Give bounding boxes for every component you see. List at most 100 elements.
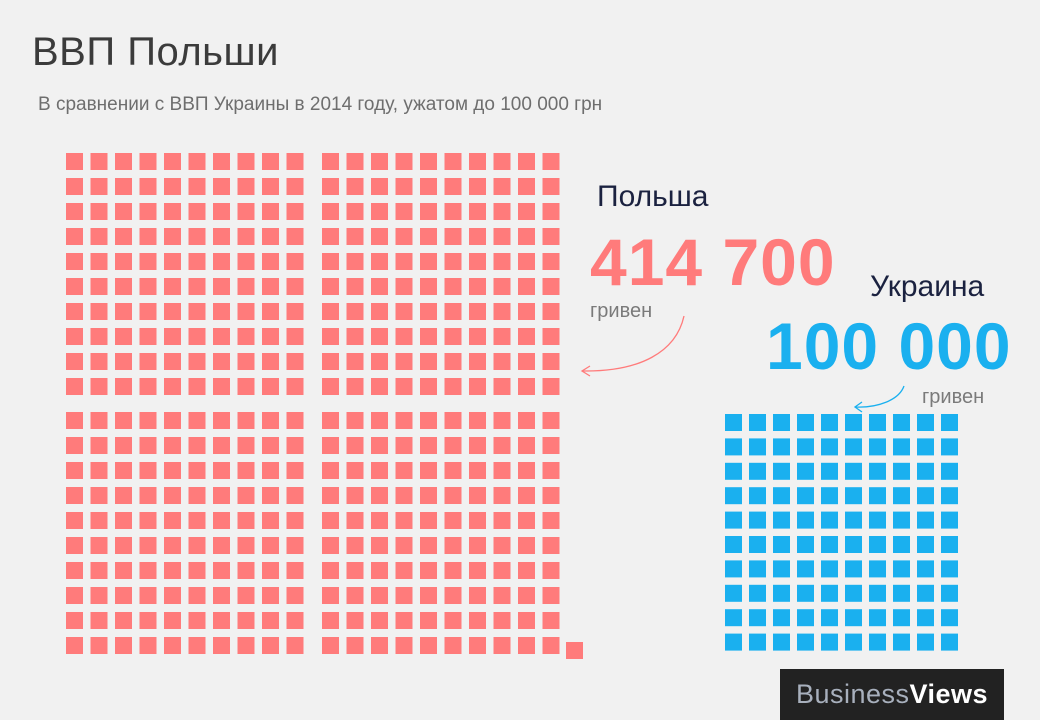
logo-views: Views xyxy=(909,679,989,709)
poland-square xyxy=(542,253,560,270)
ukraine-square xyxy=(917,438,934,456)
poland-square xyxy=(371,153,388,170)
ukraine-square xyxy=(797,487,814,505)
poland-square xyxy=(213,412,230,429)
poland-square xyxy=(444,228,462,245)
poland-square xyxy=(262,612,279,629)
poland-square xyxy=(493,462,511,479)
poland-square xyxy=(469,253,486,270)
poland-square xyxy=(213,537,230,554)
businessviews-logo: Business Views xyxy=(780,669,1004,720)
poland-square xyxy=(346,587,364,604)
ukraine-square xyxy=(941,560,958,578)
poland-square xyxy=(66,303,83,320)
ukraine-square xyxy=(941,536,958,553)
poland-square xyxy=(213,303,230,320)
poland-square xyxy=(237,512,255,529)
poland-square xyxy=(139,612,157,629)
poland-square xyxy=(322,253,339,270)
poland-square xyxy=(115,178,132,195)
poland-square xyxy=(346,512,364,529)
poland-square xyxy=(346,203,364,220)
poland-square xyxy=(237,378,255,395)
poland-square xyxy=(493,328,511,345)
poland-square xyxy=(444,178,462,195)
poland-square xyxy=(115,303,132,320)
poland-square xyxy=(420,537,437,554)
ukraine-square xyxy=(893,487,910,505)
ukraine-square xyxy=(917,560,934,578)
poland-square xyxy=(518,378,535,395)
ukraine-square xyxy=(821,536,838,553)
poland-square xyxy=(420,278,437,295)
ukraine-square xyxy=(797,511,814,529)
poland-square xyxy=(518,637,535,654)
ukraine-square xyxy=(845,633,862,651)
poland-square xyxy=(493,612,511,629)
poland-square xyxy=(322,637,339,654)
poland-square xyxy=(66,228,83,245)
poland-square xyxy=(493,512,511,529)
poland-square xyxy=(286,462,304,479)
poland-square xyxy=(469,353,486,370)
poland-square xyxy=(115,203,132,220)
poland-square xyxy=(90,487,108,504)
ukraine-square xyxy=(749,609,766,627)
poland-square xyxy=(346,328,364,345)
poland-square xyxy=(139,487,157,504)
poland-square xyxy=(542,537,560,554)
ukraine-square xyxy=(797,584,814,602)
poland-square xyxy=(420,228,437,245)
poland-square xyxy=(188,462,206,479)
ukraine-square xyxy=(749,536,766,553)
poland-square xyxy=(346,412,364,429)
poland-square xyxy=(139,537,157,554)
poland-square xyxy=(213,278,230,295)
poland-square xyxy=(444,487,462,504)
poland-square xyxy=(262,228,279,245)
poland-square xyxy=(286,303,304,320)
poland-square xyxy=(346,487,364,504)
poland-square xyxy=(286,278,304,295)
poland-square xyxy=(115,512,132,529)
poland-square xyxy=(286,328,304,345)
poland-square xyxy=(188,303,206,320)
poland-square xyxy=(542,612,560,629)
poland-square xyxy=(395,437,413,454)
poland-square xyxy=(262,253,279,270)
poland-square xyxy=(371,587,388,604)
ukraine-square xyxy=(821,633,838,651)
poland-square xyxy=(444,253,462,270)
poland-square xyxy=(66,587,83,604)
poland-square xyxy=(115,412,132,429)
poland-square xyxy=(115,153,132,170)
poland-square xyxy=(493,253,511,270)
poland-square xyxy=(518,253,535,270)
poland-square xyxy=(188,328,206,345)
ukraine-square xyxy=(749,438,766,456)
ukraine-squares xyxy=(725,414,958,651)
poland-square xyxy=(188,487,206,504)
poland-square xyxy=(90,612,108,629)
poland-square xyxy=(395,512,413,529)
poland-square xyxy=(115,637,132,654)
poland-square xyxy=(322,512,339,529)
ukraine-square xyxy=(773,536,790,553)
poland-square xyxy=(115,353,132,370)
poland-square xyxy=(420,353,437,370)
poland-square xyxy=(66,178,83,195)
poland-square xyxy=(90,378,108,395)
poland-square xyxy=(66,328,83,345)
poland-square xyxy=(115,587,132,604)
poland-square xyxy=(395,487,413,504)
poland-square xyxy=(139,153,157,170)
poland-square xyxy=(164,353,181,370)
poland-square xyxy=(213,512,230,529)
poland-square xyxy=(493,228,511,245)
poland-square xyxy=(542,278,560,295)
poland-square xyxy=(237,228,255,245)
ukraine-square xyxy=(725,536,742,553)
poland-square xyxy=(518,178,535,195)
ukraine-square xyxy=(797,536,814,553)
